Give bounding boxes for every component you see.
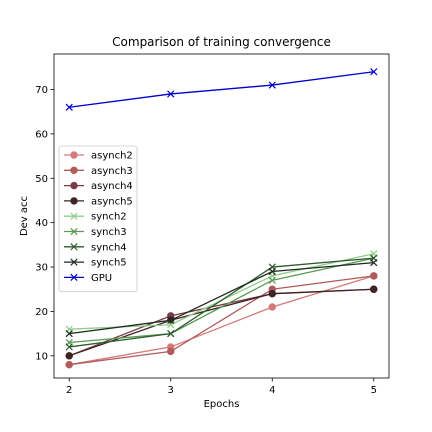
legend-marker — [70, 151, 78, 159]
y-axis: 10 20 30 40 50 60 70 — [35, 85, 54, 362]
x-axis: 2 3 4 5 — [66, 378, 377, 396]
y-axis-title: Dev acc — [19, 196, 30, 236]
legend-label: asynch5 — [91, 196, 133, 207]
legend-item-asynch5: asynch5 — [64, 196, 133, 207]
legend-item-synch3: synch3 — [64, 227, 127, 238]
y-tick-label: 70 — [35, 85, 48, 96]
legend-label: synch3 — [91, 227, 127, 238]
legend-item-GPU: GPU — [64, 273, 112, 284]
x-tick-label: 3 — [168, 385, 174, 396]
legend-marker — [70, 197, 78, 205]
series-line-synch4 — [69, 257, 374, 348]
legend-label: synch5 — [91, 258, 127, 269]
y-tick-label: 60 — [35, 129, 48, 140]
data-point-synch5 — [268, 267, 276, 276]
data-point-synch4 — [167, 329, 175, 338]
legend-marker — [70, 181, 78, 190]
y-tick-label: 30 — [35, 263, 48, 274]
legend-label: asynch3 — [91, 166, 133, 177]
data-point-synch5 — [65, 329, 73, 338]
legend-marker — [70, 258, 78, 266]
legend-item-synch2: synch2 — [64, 212, 127, 223]
legend-box — [58, 145, 138, 293]
data-point-GPU — [167, 90, 175, 98]
legend-marker — [70, 243, 78, 251]
data-point-asynch3 — [370, 272, 378, 280]
legend: asynch2 asynch3 asynch4 asynch5 synch2 synch3… — [58, 145, 138, 293]
legend-label: asynch2 — [91, 151, 133, 162]
series-line-synch3 — [69, 257, 374, 344]
data-point-synch3 — [268, 276, 276, 284]
data-point-asynch5 — [65, 352, 73, 360]
y-tick-label: 20 — [35, 307, 48, 318]
series-line-asynch3 — [69, 275, 374, 366]
data-point-asynch5 — [370, 285, 378, 293]
axes-frame — [53, 53, 390, 379]
legend-marker — [70, 227, 78, 236]
data-point-synch4 — [65, 343, 73, 351]
plot-area — [65, 68, 378, 369]
data-point-asynch2 — [268, 303, 276, 311]
data-point-GPU — [370, 68, 378, 76]
legend-item-asynch2: asynch2 — [64, 151, 133, 162]
data-point-GPU — [268, 81, 276, 89]
legend-marker — [70, 212, 78, 220]
chart-title: Comparison of training convergence — [112, 35, 331, 49]
legend-item-synch4: synch4 — [64, 242, 127, 253]
series-line-GPU — [69, 71, 374, 108]
x-axis-title: Epochs — [204, 399, 240, 410]
data-point-asynch3 — [167, 347, 175, 356]
legend-label: synch2 — [91, 212, 127, 223]
legend-item-asynch4: asynch4 — [64, 181, 133, 192]
legend-item-asynch3: asynch3 — [64, 166, 133, 177]
series-GPU — [65, 68, 378, 111]
x-tick-label: 2 — [66, 385, 72, 396]
legend-label: synch4 — [91, 242, 127, 253]
legend-item-synch5: synch5 — [64, 258, 127, 269]
data-point-GPU — [65, 103, 73, 111]
y-tick-label: 10 — [35, 351, 48, 362]
data-point-asynch3 — [65, 360, 73, 369]
legend-label: asynch4 — [91, 181, 133, 192]
x-tick-label: 5 — [371, 385, 377, 396]
legend-label: GPU — [91, 273, 112, 284]
series-line-synch5 — [69, 261, 374, 335]
series-synch5 — [65, 258, 378, 338]
y-tick-label: 50 — [35, 174, 48, 185]
data-point-synch5 — [370, 258, 378, 267]
x-tick-label: 4 — [269, 385, 275, 396]
data-point-asynch5 — [268, 289, 276, 298]
data-point-synch5 — [167, 316, 175, 324]
y-tick-label: 40 — [35, 218, 48, 229]
legend-marker — [70, 166, 78, 175]
legend-marker — [70, 273, 78, 282]
